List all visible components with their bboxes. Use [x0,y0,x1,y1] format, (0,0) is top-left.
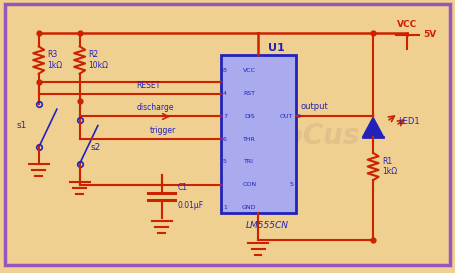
Text: VCC: VCC [243,69,256,73]
Text: ElProCus: ElProCus [222,123,360,150]
Text: 0.01μF: 0.01μF [177,201,203,210]
Text: LM555CN: LM555CN [246,221,289,230]
Text: R1
1kΩ: R1 1kΩ [382,157,397,176]
Text: trigger: trigger [150,126,177,135]
Text: DIS: DIS [244,114,254,119]
Text: 7: 7 [223,114,227,119]
Text: OUT: OUT [280,114,293,119]
Bar [221,55,296,213]
Text: RST: RST [243,91,255,96]
Text: VCC: VCC [397,20,417,29]
Text: C1: C1 [177,183,187,192]
Text: s1: s1 [17,121,27,130]
Text: GND: GND [242,205,257,210]
Text: LED1: LED1 [398,117,420,126]
Text: output: output [300,102,328,111]
Text: U1: U1 [268,43,285,53]
Text: 5: 5 [223,159,227,164]
Text: R2
10kΩ: R2 10kΩ [88,50,108,70]
Text: RESET: RESET [136,81,161,90]
Text: CON: CON [242,182,256,187]
Text: 4: 4 [223,91,227,96]
Polygon shape [363,117,383,136]
Text: 3: 3 [293,114,302,119]
Text: 6: 6 [223,137,227,142]
Text: THR: THR [243,137,256,142]
Text: 5: 5 [289,182,293,187]
Text: R3
1kΩ: R3 1kΩ [47,50,62,70]
Text: s2: s2 [91,143,101,152]
Text: discharge: discharge [136,103,174,112]
Text: 5V: 5V [423,30,436,38]
Text: TRI: TRI [244,159,254,164]
Text: 1: 1 [223,205,227,210]
Text: 8: 8 [223,69,227,73]
